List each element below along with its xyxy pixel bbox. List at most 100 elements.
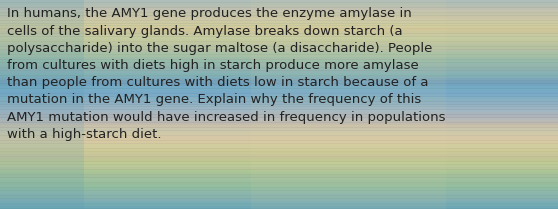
Bar [0, 109, 558, 110]
Bar [0, 10, 558, 13]
Bar [0, 190, 558, 191]
Bar [0, 170, 558, 172]
Bar [0, 96, 558, 97]
Bar [0, 141, 558, 144]
Bar [0, 97, 558, 99]
Bar [0, 187, 558, 188]
Bar [0, 104, 558, 107]
Bar [0, 50, 558, 52]
Bar [0, 0, 84, 209]
Bar [0, 83, 558, 84]
Bar [0, 44, 558, 45]
Bar [0, 60, 558, 63]
Bar [0, 206, 558, 209]
Bar [0, 84, 558, 86]
Bar [0, 23, 558, 24]
Bar [0, 115, 558, 117]
Bar [0, 67, 558, 68]
Bar [0, 146, 558, 149]
Bar [0, 57, 558, 60]
Bar [0, 143, 558, 144]
Bar [0, 180, 558, 183]
Bar [0, 112, 558, 115]
Bar [0, 33, 558, 34]
Bar [0, 201, 558, 204]
Bar [0, 107, 558, 110]
Bar [0, 123, 558, 125]
Bar [0, 78, 558, 81]
Bar [0, 154, 558, 157]
Bar [0, 174, 558, 175]
Bar [0, 21, 558, 24]
Bar [0, 203, 558, 204]
Bar [0, 3, 558, 5]
Bar [0, 175, 558, 178]
Bar [0, 91, 558, 92]
Bar [0, 18, 558, 21]
Bar [0, 165, 558, 167]
Bar [0, 101, 558, 102]
Bar [0, 127, 558, 128]
Bar [0, 89, 558, 92]
Bar [0, 94, 558, 97]
Bar [0, 24, 558, 26]
Bar [0, 28, 558, 29]
Bar [0, 191, 558, 193]
Bar [0, 102, 558, 104]
Bar [0, 172, 558, 175]
Bar [0, 37, 558, 39]
Bar [0, 130, 558, 131]
Bar [0, 20, 558, 21]
Bar [0, 93, 558, 94]
Bar [0, 63, 558, 65]
Bar [0, 140, 558, 141]
Bar [0, 167, 558, 170]
Bar [0, 208, 558, 209]
Bar [0, 71, 558, 73]
Bar [0, 117, 558, 120]
Bar [0, 34, 558, 37]
Bar [0, 199, 558, 201]
Bar [0, 122, 558, 123]
Bar [0, 92, 558, 94]
Bar [0, 88, 558, 89]
Bar [0, 195, 558, 196]
Bar [0, 193, 558, 196]
Bar [0, 2, 558, 3]
Bar [0, 13, 558, 16]
Bar [0, 149, 558, 152]
Bar [0, 159, 558, 162]
Bar [0, 80, 558, 81]
Bar [0, 178, 558, 180]
Bar [0, 133, 558, 136]
Bar [0, 196, 558, 199]
Bar [0, 65, 558, 68]
Bar [0, 70, 558, 71]
Bar [0, 25, 558, 26]
Bar [0, 161, 558, 162]
Bar [0, 45, 558, 47]
Bar [0, 41, 558, 42]
Bar [0, 26, 558, 29]
Bar [0, 38, 558, 39]
Bar [0, 16, 558, 18]
Text: In humans, the AMY1 gene produces the enzyme amylase in
cells of the salivary gl: In humans, the AMY1 gene produces the en… [7, 7, 445, 141]
Bar [0, 162, 558, 165]
Bar [0, 81, 558, 84]
Bar [0, 186, 558, 188]
Bar [0, 55, 558, 57]
Bar [0, 31, 558, 34]
Bar [0, 99, 558, 102]
Bar [0, 153, 558, 154]
Bar [0, 188, 558, 191]
Bar [0, 73, 558, 76]
Bar [0, 46, 558, 47]
Bar [0, 5, 558, 8]
Bar [0, 198, 558, 199]
Bar [0, 204, 558, 206]
Bar [0, 68, 558, 71]
Bar [0, 148, 558, 149]
Bar [0, 49, 558, 50]
Bar [0, 76, 558, 78]
Bar [0, 164, 558, 165]
